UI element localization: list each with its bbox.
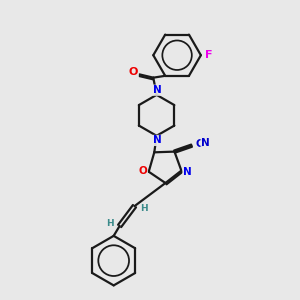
Text: N: N [201,138,210,148]
Text: O: O [129,68,138,77]
Text: H: H [141,204,148,213]
Text: H: H [106,219,114,228]
Text: N: N [153,135,162,146]
Text: F: F [205,50,212,60]
Text: C: C [195,139,203,149]
Text: O: O [138,166,147,176]
Text: N: N [183,167,192,177]
Text: N: N [153,85,162,95]
